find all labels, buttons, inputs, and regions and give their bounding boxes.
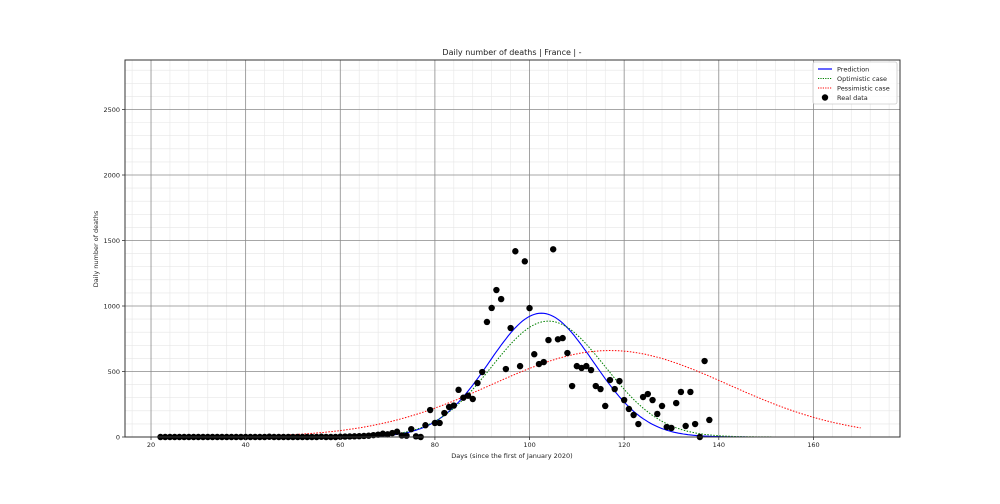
real-data-point [346,433,353,440]
real-data-point [545,336,552,344]
real-data-point [649,396,656,404]
real-data-point [677,388,685,396]
real-data-point [540,358,547,366]
real-data-point [611,385,618,393]
real-data-point [507,324,514,332]
x-axis-ticks: 20 40 60 80 100 120 140 160 [147,437,820,449]
real-data-point [526,304,533,312]
pessimistic-case-curve [160,349,861,438]
real-data-point [521,258,529,265]
real-data-point [568,382,576,390]
real-data-point [469,395,476,403]
real-data-point [356,433,363,440]
legend-prediction-label: Prediction [837,66,869,74]
real-data-point [583,362,590,370]
real-data-point [403,432,410,439]
real-data-point [351,433,358,440]
real-data-point [488,304,495,312]
y-tick-label: 2000 [103,171,120,179]
real-data-point [668,424,675,432]
real-data-point [592,382,599,390]
real-data-point [602,402,609,410]
real-data-point [360,432,368,440]
real-data-point [426,406,434,414]
real-data-point [436,419,443,427]
real-data-point [512,248,519,255]
x-tick-label: 140 [713,441,725,449]
real-data-point [654,410,661,418]
real-data-point [663,423,670,431]
legend: Prediction Optimistic case Pessimistic c… [812,61,898,105]
real-data-point [706,416,713,424]
real-data-point [630,411,637,419]
real-data-point [564,349,571,357]
plot-frame [124,59,901,438]
real-data-point [644,390,652,398]
real-data-point [474,379,481,387]
real-data-point [682,422,689,430]
legend-box [812,61,898,105]
x-tick-label: 60 [336,441,344,449]
real-data-point [625,405,633,413]
real-data-point [464,392,472,399]
real-data-point [479,368,486,376]
real-data-point [687,388,694,396]
x-tick-label: 100 [523,441,535,449]
real-data-point [559,334,566,342]
minor-grid [125,60,900,437]
y-tick-label: 2500 [103,106,120,114]
legend-pessimistic-label: Pessimistic case [837,85,890,93]
real-data-point [516,362,524,370]
real-data-point [531,351,538,358]
legend-real-data-label: Real data [837,94,868,102]
real-data-point [497,295,505,303]
chart-title: Daily number of deaths | France | - [442,48,581,57]
real-data-point [412,433,420,440]
x-tick-label: 80 [431,441,439,449]
x-tick-label: 160 [807,441,819,449]
y-axis-ticks: 0 500 1000 1500 2000 2500 [103,106,125,441]
real-data-point [658,402,666,410]
real-data-point [483,318,491,326]
real-data-point [620,396,628,404]
real-data-point [701,357,708,365]
legend-real-data-marker [821,94,829,101]
real-data-point [635,420,642,428]
y-tick-label: 0 [116,433,120,441]
real-data-point [422,422,429,429]
x-tick-label: 120 [618,441,630,449]
real-data-point [493,286,500,294]
real-data-point [374,431,382,438]
y-tick-label: 1500 [103,237,120,245]
real-data-point [549,246,557,253]
real-data-point [691,420,699,428]
real-data-point [450,402,458,409]
real-data-point [441,409,448,417]
real-data-point [587,366,595,374]
legend-optimistic-label: Optimistic case [837,75,887,83]
y-axis-label: Daily number of deaths [92,210,100,287]
real-data-point [455,386,462,394]
real-data-point [673,399,680,407]
x-axis-label: Days (since the first of January 2020) [451,452,572,460]
x-tick-label: 40 [242,441,250,449]
real-data-point [597,385,604,393]
real-data-point [606,376,614,384]
real-data-point [393,428,401,435]
real-data-point [616,377,623,385]
real-data-point [431,419,439,427]
real-data-point [379,430,387,437]
real-data-point [408,425,415,433]
y-tick-label: 1000 [103,302,120,310]
y-tick-label: 500 [108,368,120,376]
real-data-point [502,365,510,373]
real-data-point [639,393,647,401]
x-tick-label: 20 [147,441,155,449]
major-grid [125,60,900,437]
